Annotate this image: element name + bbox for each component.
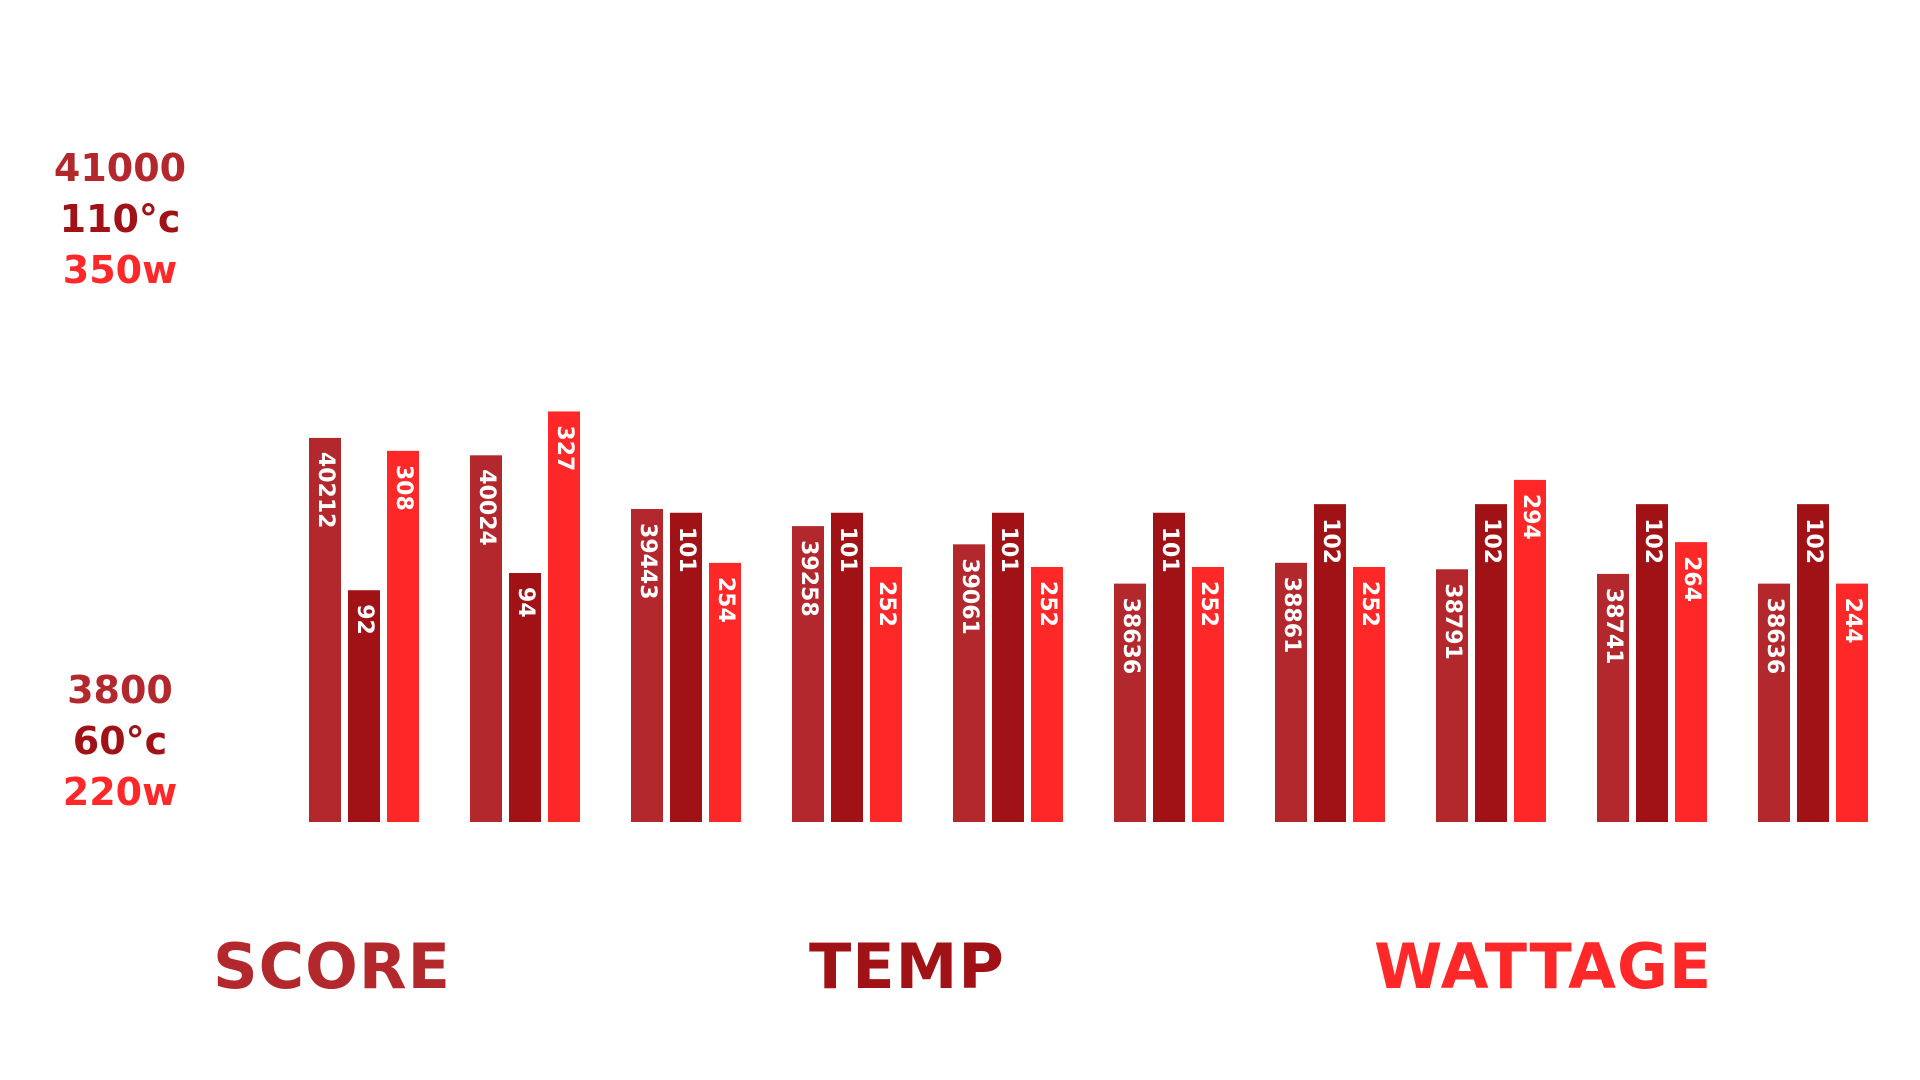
bar-label-score-8: 38791 [1440,583,1465,660]
bar-temp-7 [1314,504,1346,822]
bar-wattage-7 [1353,567,1385,822]
bar-wattage-10 [1836,583,1868,822]
bar-label-temp-8: 102 [1479,518,1504,564]
bar-label-temp-1: 92 [352,604,377,635]
bar-label-temp-5: 101 [996,527,1021,573]
bar-temp-8 [1475,504,1507,822]
bar-temp-4 [831,512,863,822]
bar-label-temp-6: 101 [1157,527,1182,573]
bar-temp-1 [348,590,380,822]
bar-score-3 [631,509,663,822]
bar-label-temp-10: 102 [1801,518,1826,564]
axis-top-score: 41000 [53,146,187,190]
bar-label-wattage-3: 254 [713,577,738,623]
bar-label-score-4: 39258 [796,540,821,617]
legend-score: SCORE [213,930,451,1003]
bar-temp-9 [1636,504,1668,822]
bar-score-2 [470,455,502,822]
bar-score-7 [1275,562,1307,822]
bar-label-wattage-8: 294 [1518,494,1543,540]
axis-bottom-score: 3800 [67,668,173,712]
legend-temp: TEMP [809,930,1005,1003]
bar-label-score-10: 38636 [1762,598,1787,675]
axis-top-wattage: 350w [62,248,178,292]
bar-temp-3 [670,512,702,822]
bar-score-5 [953,544,985,822]
bar-label-score-1: 40212 [313,452,338,529]
bar-label-score-3: 39443 [635,523,660,600]
bar-temp-5 [992,512,1024,822]
bar-score-6 [1114,583,1146,822]
bar-wattage-2 [548,411,580,822]
bar-label-temp-3: 101 [674,527,699,573]
bar-score-4 [792,526,824,822]
bar-temp-2 [509,573,541,822]
bar-wattage-8 [1514,479,1546,822]
bar-label-score-2: 40024 [474,469,499,546]
bar-label-wattage-7: 252 [1357,581,1382,627]
bar-label-wattage-4: 252 [874,581,899,627]
bar-label-wattage-1: 308 [391,465,416,511]
bar-score-8 [1436,569,1468,822]
bar-label-temp-4: 101 [835,527,860,573]
bar-label-wattage-2: 327 [552,425,577,471]
axis-bottom-temp: 60°c [72,719,168,763]
bar-score-1 [309,437,341,822]
bar-label-wattage-6: 252 [1196,581,1221,627]
axis-top-temp: 110°c [59,197,181,241]
bar-temp-6 [1153,512,1185,822]
bar-label-wattage-9: 264 [1679,556,1704,602]
bar-wattage-6 [1192,567,1224,822]
bar-label-score-7: 38861 [1279,577,1304,654]
bar-label-score-6: 38636 [1118,598,1143,675]
bar-wattage-9 [1675,542,1707,822]
bar-wattage-3 [709,562,741,822]
bar-label-score-5: 39061 [957,558,982,635]
bar-label-wattage-5: 252 [1035,581,1060,627]
bar-wattage-4 [870,567,902,822]
legend-wattage: WATTAGE [1374,930,1713,1003]
bar-score-10 [1758,583,1790,822]
bar-temp-10 [1797,504,1829,822]
bar-wattage-5 [1031,567,1063,822]
bar-score-9 [1597,573,1629,822]
bar-label-temp-7: 102 [1318,518,1343,564]
bar-label-score-9: 38741 [1601,588,1626,665]
bar-label-temp-2: 94 [513,587,538,618]
axis-bottom-wattage: 220w [62,770,178,814]
bar-wattage-1 [387,450,419,822]
bar-label-wattage-10: 244 [1840,598,1865,644]
bar-label-temp-9: 102 [1640,518,1665,564]
